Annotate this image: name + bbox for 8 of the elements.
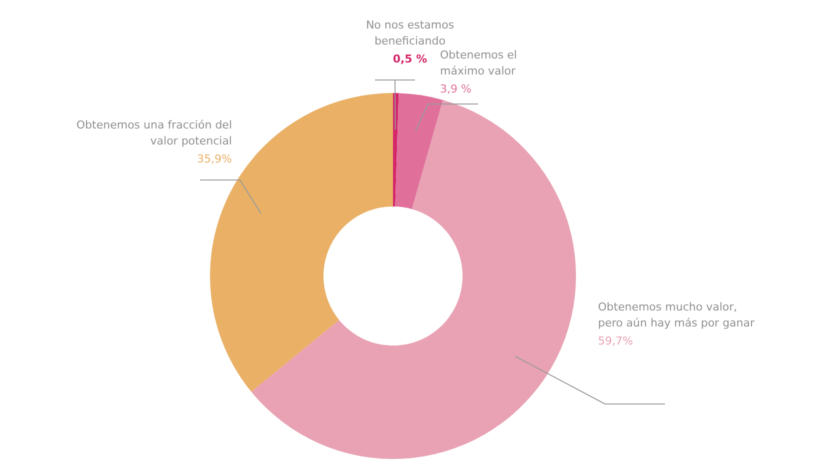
slice-label: Obtenemos una fracción del valor potencial [76, 118, 232, 148]
data-label: 59,7% [598, 334, 633, 348]
slice-label: Obtenemos el máximo valor [440, 48, 517, 78]
slice-label: Obtenemos mucho valor, pero aún hay más por ganar [598, 300, 756, 330]
data-label: 0,5 % [392, 52, 428, 66]
data-label: 35,9% [197, 152, 232, 166]
slice-label: No nos estamos beneficiando [366, 18, 454, 48]
data-label: 3,9 % [440, 82, 472, 96]
